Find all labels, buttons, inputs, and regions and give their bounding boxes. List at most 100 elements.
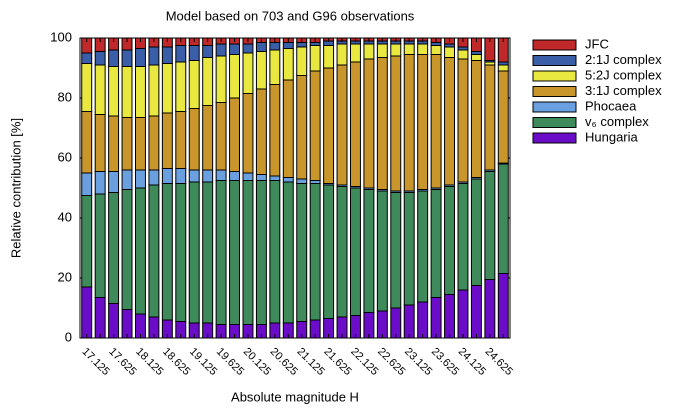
bar-segment (255, 180, 267, 325)
legend-swatch (532, 117, 577, 128)
bar-segment (81, 195, 93, 288)
bar-segment (242, 172, 254, 181)
bar-segment (403, 192, 415, 306)
bar-segment (148, 64, 160, 117)
bar-segment (269, 49, 281, 85)
x-tick-label: 17.625 (106, 346, 138, 378)
bar-segment (202, 105, 214, 171)
y-tick-label: 100 (50, 29, 72, 44)
y-tick-label: 60 (58, 149, 72, 164)
bar-segment (363, 58, 375, 189)
bar-segment (202, 57, 214, 106)
bar-segment (403, 43, 415, 55)
bar-segment (81, 63, 93, 112)
x-tick-label: 21.125 (295, 346, 327, 378)
bar-segment (484, 171, 496, 280)
bar-segment (376, 310, 388, 339)
bar-segment (81, 172, 93, 196)
bar-segment (309, 183, 321, 321)
bar-segment (134, 187, 146, 315)
bar-segment (134, 48, 146, 67)
bar-segment (497, 64, 509, 72)
bar-segment (161, 63, 173, 114)
bar-segment (470, 60, 482, 178)
bar-segment (175, 111, 187, 169)
legend-swatch (532, 55, 577, 66)
bar-segment (296, 183, 308, 322)
chart-title: Model based on 703 and G96 observations (166, 8, 415, 23)
bar-segment (296, 42, 308, 48)
legend-label: 2:1J complex (585, 52, 662, 67)
x-tick-label: 22.125 (348, 346, 380, 378)
bar-segment (188, 60, 200, 109)
bar-segment (269, 175, 281, 181)
bar-segment (390, 43, 402, 57)
bar-segment (444, 57, 456, 186)
bar-segment (484, 64, 496, 171)
legend-swatch (532, 39, 577, 51)
bar-segment (336, 43, 348, 66)
bar-segment (229, 43, 241, 55)
bar-segment (323, 67, 335, 184)
bar-segment (215, 169, 227, 181)
bar-segment (94, 51, 106, 66)
x-tick-label: 18.125 (133, 346, 165, 378)
x-tick-label: 20.625 (268, 346, 300, 378)
bar-segment (242, 43, 254, 54)
bar-segment (242, 180, 254, 325)
bar-segment (323, 45, 335, 69)
bar-segment (417, 54, 429, 190)
x-tick-label: 23.125 (402, 346, 434, 378)
bar-segment (94, 193, 106, 298)
bar-segment (336, 186, 348, 318)
bar-segment (161, 46, 173, 64)
bar-segment (417, 301, 429, 339)
bar-segment (121, 309, 133, 339)
bar-segment (188, 108, 200, 171)
bar-segment (121, 189, 133, 310)
bar-segment (188, 45, 200, 61)
y-tick-label: 80 (58, 89, 72, 104)
bar-segment (363, 189, 375, 313)
bar-segment (363, 43, 375, 60)
x-tick-label: 18.625 (160, 346, 192, 378)
bar-segment (134, 169, 146, 189)
bar-segment (497, 163, 509, 274)
bar-segment (242, 93, 254, 174)
bar-segment (148, 115, 160, 171)
bar-segment (309, 45, 321, 72)
bar-segment (457, 58, 469, 183)
bar-segment (94, 171, 106, 195)
bar-segment (282, 177, 294, 183)
bar-segment (349, 43, 361, 63)
bar-segment (134, 66, 146, 118)
bar-segment (282, 42, 294, 49)
bar-segment (296, 46, 308, 76)
bar-segment (282, 181, 294, 324)
bar-segment (497, 273, 509, 339)
bar-segment (229, 54, 241, 99)
bar-segment (108, 49, 120, 67)
bar-segment (175, 168, 187, 184)
bar-segment (390, 307, 402, 339)
y-tick-label: 0 (65, 329, 72, 344)
bar-segment (470, 178, 482, 286)
bar-segment (323, 184, 335, 319)
bar-segment (430, 54, 442, 189)
legend-swatch (532, 86, 577, 97)
bar-segment (229, 97, 241, 172)
legend-label: Phocaea (585, 98, 637, 113)
bar-segment (430, 189, 442, 298)
bar-segment (108, 303, 120, 339)
bar-segment (108, 192, 120, 304)
legend-label: Hungaria (585, 129, 639, 144)
bar-segment (269, 42, 281, 51)
x-tick-label: 20.125 (241, 346, 273, 378)
bar-segment (444, 46, 456, 58)
bar-segment (188, 169, 200, 183)
bar-segment (215, 102, 227, 171)
bar-segment (121, 169, 133, 190)
bar-segment (81, 111, 93, 174)
y-tick-label: 40 (58, 209, 72, 224)
